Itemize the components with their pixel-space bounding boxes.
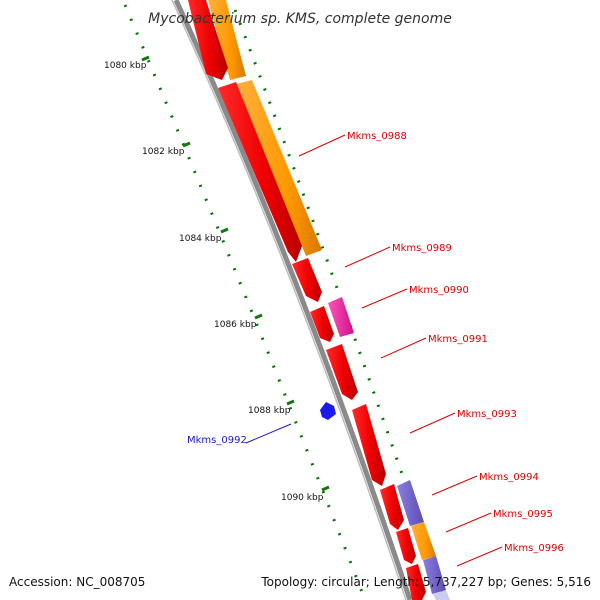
leader-lines xyxy=(245,134,503,567)
leader-line-0991 xyxy=(380,337,427,359)
leader-line-0995 xyxy=(445,512,492,533)
gene-label-0992[interactable]: Mkms_0992 xyxy=(187,435,247,446)
gene-label-0993[interactable]: Mkms_0993 xyxy=(457,409,517,420)
gene-label-0989[interactable]: Mkms_0989 xyxy=(392,243,452,254)
gene-arrow-0989 xyxy=(292,258,322,302)
genome-backbone-highlight xyxy=(171,0,407,600)
tick-mark-1088 xyxy=(286,399,295,406)
cog-block-0995 xyxy=(411,522,436,560)
tick-label-1080: 1080 kbp xyxy=(104,61,147,71)
tick-marks xyxy=(141,55,330,492)
gene-label-0991[interactable]: Mkms_0991 xyxy=(428,334,488,345)
tick-mark-1080 xyxy=(141,55,150,62)
gene-label-0990[interactable]: Mkms_0990 xyxy=(409,285,469,296)
gene-label-0988[interactable]: Mkms_0988 xyxy=(347,131,407,142)
gene-label-0996[interactable]: Mkms_0996 xyxy=(504,543,564,554)
gene-track xyxy=(188,0,426,600)
cog-block-0988-top xyxy=(208,0,246,80)
tick-label-1084: 1084 kbp xyxy=(179,234,222,244)
gene-marker-0992 xyxy=(320,402,336,420)
tick-label-1086: 1086 kbp xyxy=(214,320,257,330)
leader-line-0988 xyxy=(298,134,346,157)
genome-backbone xyxy=(173,0,413,600)
inner-dotted-ring xyxy=(123,4,367,600)
leader-line-0990 xyxy=(361,288,408,309)
tick-mark-1090 xyxy=(321,485,330,492)
tick-label-1088: 1088 kbp xyxy=(248,406,291,416)
tick-mark-1084 xyxy=(220,227,229,234)
tick-mark-1086 xyxy=(254,313,263,320)
accession-text: Accession: NC_008705 xyxy=(9,575,145,589)
gene-arrow-0996 xyxy=(406,564,426,600)
gene-arrow-0994 xyxy=(380,484,404,530)
cog-block-0996-tail xyxy=(433,590,450,600)
cog-block-0996 xyxy=(423,556,446,594)
cog-track xyxy=(208,0,450,600)
gene-label-0995[interactable]: Mkms_0995 xyxy=(493,509,553,520)
leader-line-0993 xyxy=(409,412,456,434)
leader-line-0989 xyxy=(344,246,391,268)
map-title: Mycobacterium sp. KMS, complete genome xyxy=(148,11,452,27)
tick-label-1082: 1082 kbp xyxy=(142,147,185,157)
tick-label-1090: 1090 kbp xyxy=(281,493,324,503)
gene-arrow-0993 xyxy=(352,404,386,486)
gene-arrow-0995 xyxy=(396,528,416,564)
cog-block-0990 xyxy=(328,297,354,337)
gene-arrow-0991 xyxy=(326,344,358,400)
tick-mark-1082 xyxy=(182,141,191,148)
gene-label-0994[interactable]: Mkms_0994 xyxy=(479,472,539,483)
leader-line-0994 xyxy=(431,475,478,496)
genome-summary-text: Topology: circular; Length: 5,737,227 bp… xyxy=(260,575,591,589)
gene-arrow-0988 xyxy=(218,82,302,262)
gene-arrow-0990 xyxy=(310,306,334,342)
gene-arrow-top xyxy=(188,0,228,80)
cog-block-0994 xyxy=(397,480,424,526)
cog-block-0988 xyxy=(236,80,322,256)
leader-line-0992 xyxy=(245,423,292,444)
leader-line-0996 xyxy=(456,546,503,567)
